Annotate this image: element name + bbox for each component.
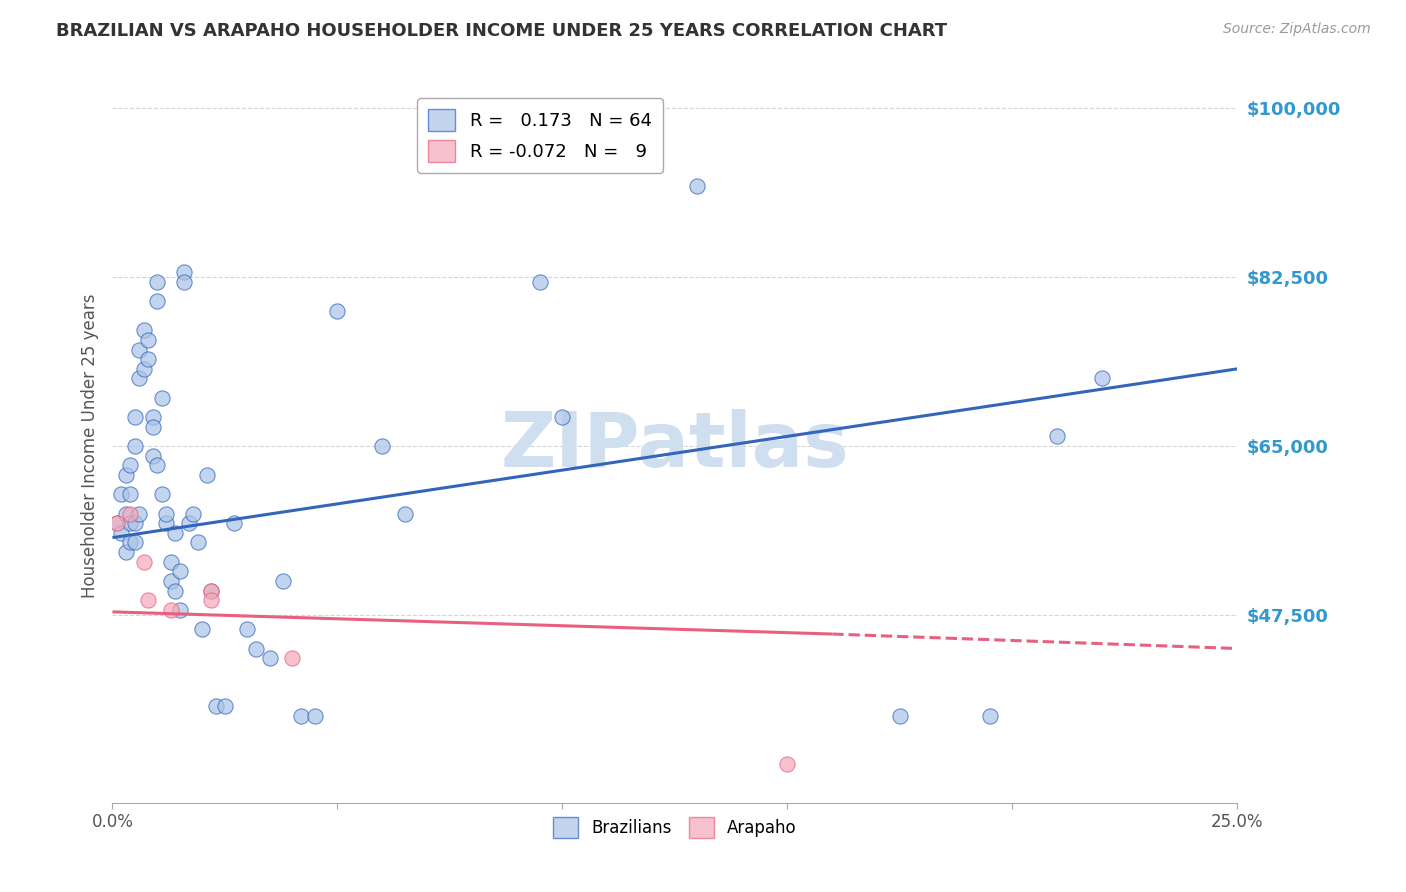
Point [110, 525, 132, 540]
Point [889, 709, 911, 723]
Point [155, 516, 177, 530]
Point [160, 555, 183, 569]
Point [686, 178, 709, 193]
Point [105, 516, 128, 530]
Point [326, 304, 349, 318]
Point [160, 603, 183, 617]
Point [150, 487, 173, 501]
Point [124, 535, 146, 549]
Point [173, 265, 195, 279]
Point [115, 507, 138, 521]
Point [165, 583, 187, 598]
Legend: Brazilians, Arapaho: Brazilians, Arapaho [547, 811, 803, 845]
Point [124, 410, 146, 425]
Point [187, 535, 209, 549]
Point [110, 487, 132, 501]
Point [160, 574, 183, 588]
Point [259, 651, 281, 665]
Point [1046, 429, 1069, 443]
Point [120, 507, 142, 521]
Point [132, 323, 155, 337]
Point [150, 391, 173, 405]
Point [124, 516, 146, 530]
Point [281, 651, 304, 665]
Point [394, 507, 416, 521]
Point [142, 419, 165, 434]
Point [105, 516, 128, 530]
Text: Source: ZipAtlas.com: Source: ZipAtlas.com [1223, 22, 1371, 37]
Point [236, 622, 259, 636]
Point [142, 410, 165, 425]
Point [115, 467, 138, 482]
Point [1091, 371, 1114, 385]
Point [371, 439, 394, 453]
Point [142, 449, 165, 463]
Point [245, 641, 267, 656]
Point [191, 622, 214, 636]
Point [120, 458, 142, 473]
Point [128, 343, 150, 357]
Point [205, 699, 228, 714]
Y-axis label: Householder Income Under 25 years: Householder Income Under 25 years [80, 293, 98, 599]
Point [146, 275, 169, 289]
Point [120, 516, 142, 530]
Point [138, 352, 160, 367]
Point [169, 603, 191, 617]
Point [200, 593, 222, 607]
Point [155, 507, 177, 521]
Point [138, 593, 160, 607]
Point [165, 525, 187, 540]
Point [214, 699, 236, 714]
Point [529, 275, 551, 289]
Point [304, 709, 326, 723]
Point [195, 467, 218, 482]
Point [124, 439, 146, 453]
Point [551, 410, 574, 425]
Point [120, 487, 142, 501]
Point [290, 709, 312, 723]
Point [979, 709, 1001, 723]
Point [173, 275, 195, 289]
Text: BRAZILIAN VS ARAPAHO HOUSEHOLDER INCOME UNDER 25 YEARS CORRELATION CHART: BRAZILIAN VS ARAPAHO HOUSEHOLDER INCOME … [56, 22, 948, 40]
Point [128, 371, 150, 385]
Point [169, 565, 191, 579]
Point [776, 757, 799, 772]
Point [273, 574, 295, 588]
Point [200, 583, 222, 598]
Text: ZIPatlas: ZIPatlas [501, 409, 849, 483]
Point [132, 362, 155, 376]
Point [177, 516, 200, 530]
Point [128, 507, 150, 521]
Point [132, 555, 155, 569]
Point [146, 294, 169, 309]
Point [222, 516, 245, 530]
Point [120, 535, 142, 549]
Point [115, 545, 138, 559]
Point [146, 458, 169, 473]
Point [200, 583, 222, 598]
Point [138, 333, 160, 347]
Point [183, 507, 205, 521]
